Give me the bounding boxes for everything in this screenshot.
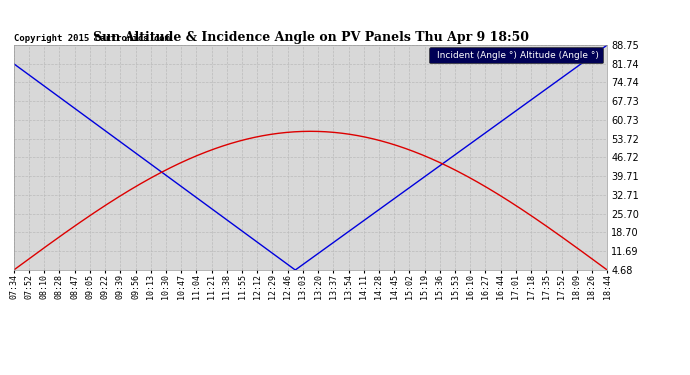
Title: Sun Altitude & Incidence Angle on PV Panels Thu Apr 9 18:50: Sun Altitude & Incidence Angle on PV Pan… bbox=[92, 31, 529, 44]
Legend: Incident (Angle °), Altitude (Angle °): Incident (Angle °), Altitude (Angle °) bbox=[429, 47, 602, 63]
Text: Copyright 2015 Cartronics.com: Copyright 2015 Cartronics.com bbox=[14, 34, 170, 43]
